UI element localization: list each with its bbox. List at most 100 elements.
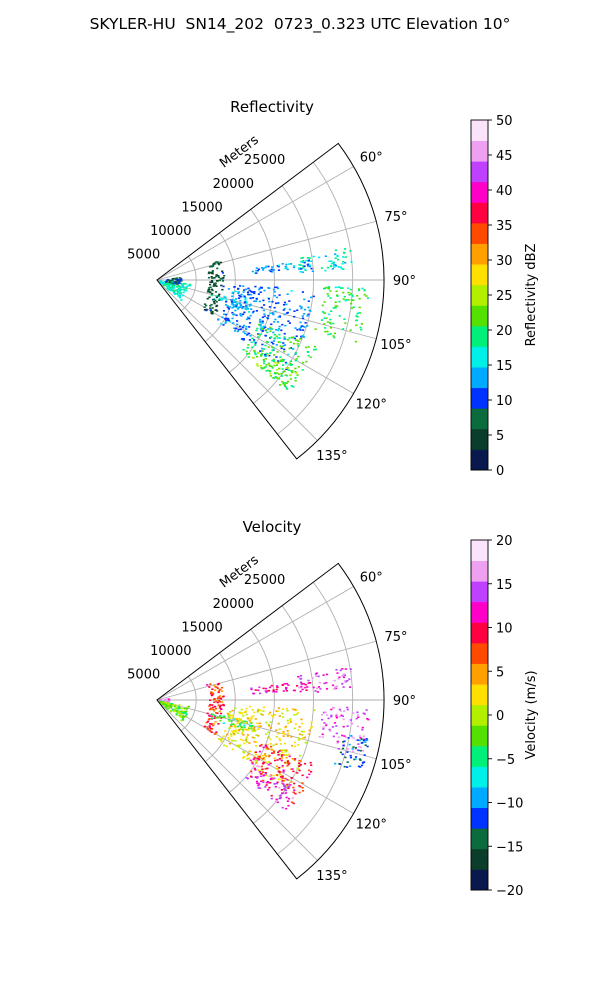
radar-gate — [181, 284, 184, 286]
radar-gate — [284, 777, 287, 780]
radar-gate — [320, 319, 324, 321]
radar-gate — [245, 308, 248, 311]
radar-gate — [278, 333, 281, 336]
radar-gate — [284, 725, 287, 728]
radar-gate — [264, 768, 267, 770]
radar-gate — [351, 748, 354, 750]
radar-gate — [166, 285, 169, 287]
radar-gate — [265, 761, 268, 763]
radar-gate — [173, 291, 176, 294]
radar-gate — [344, 756, 347, 759]
radar-gate — [285, 374, 289, 377]
radar-gate — [263, 759, 266, 761]
radar-gate — [224, 317, 227, 320]
colorbar-segment — [471, 449, 488, 471]
r-tick-label: 15000 — [181, 200, 222, 215]
radar-gate — [282, 690, 285, 692]
radar-gate — [257, 725, 260, 727]
radar-gate — [236, 302, 239, 304]
radar-gate — [284, 265, 287, 268]
radar-gate — [351, 294, 354, 297]
radar-gate — [250, 688, 253, 691]
radar-gate — [273, 777, 276, 780]
radar-gate — [342, 725, 345, 728]
radar-gate — [283, 348, 286, 351]
radar-gate — [236, 320, 239, 322]
radar-gate — [355, 324, 358, 326]
radar-gate — [237, 308, 240, 310]
radar-gate — [329, 297, 332, 299]
radar-gate — [215, 700, 218, 703]
radar-gate — [282, 735, 285, 737]
radar-gate — [277, 302, 280, 304]
radar-gate — [242, 339, 245, 341]
radar-gate — [350, 735, 353, 737]
radar-gate — [216, 686, 219, 689]
radar-gate — [286, 293, 289, 295]
radar-gate — [237, 291, 240, 293]
radar-gate — [348, 294, 351, 296]
radar-gate — [248, 289, 251, 292]
radar-gate — [261, 328, 264, 330]
radar-gate — [270, 794, 273, 797]
radar-gate — [288, 347, 291, 350]
radar-gate — [268, 354, 271, 357]
radar-gate — [264, 773, 267, 775]
radar-gate — [282, 382, 285, 385]
radar-gate — [185, 710, 188, 713]
radar-gate — [351, 750, 355, 752]
radar-gate — [284, 762, 287, 764]
radar-gate — [245, 318, 248, 321]
radar-gate — [305, 689, 308, 691]
radar-gate — [288, 762, 291, 764]
radar-gate — [331, 268, 334, 270]
radar-gate — [297, 768, 300, 771]
radar-gate — [282, 364, 285, 366]
radar-gate — [230, 720, 233, 722]
radar-gate — [159, 281, 162, 283]
radar-gate — [299, 338, 302, 340]
radar-gate — [278, 315, 281, 317]
radar-gate — [320, 267, 324, 269]
radar-gate — [217, 294, 220, 297]
radar-gate — [297, 355, 300, 358]
radar-gate — [218, 293, 221, 296]
radar-gate — [270, 797, 273, 800]
colorbar-segment — [471, 725, 488, 747]
radar-gate — [301, 271, 304, 273]
radar-gate — [362, 739, 365, 742]
radar-gate — [239, 299, 242, 302]
radar-gate — [211, 704, 214, 706]
radar-gate — [232, 303, 235, 306]
radar-gate — [211, 688, 214, 690]
radar-gate — [270, 714, 273, 717]
radar-gate — [267, 789, 270, 791]
radar-gate — [238, 297, 241, 299]
radar-gate — [342, 676, 346, 679]
radar-gate — [225, 745, 228, 748]
radar-gate — [272, 358, 275, 361]
radar-gate — [329, 327, 333, 329]
radar-gate — [167, 282, 170, 285]
radar-gate — [205, 721, 208, 724]
radar-gate — [330, 714, 333, 717]
radar-gate — [262, 710, 265, 712]
radar-gate — [255, 745, 258, 747]
radar-gate — [349, 329, 352, 331]
radar-gate — [248, 322, 252, 324]
radar-gate — [258, 750, 262, 753]
radar-gate — [250, 341, 253, 344]
radar-gate — [211, 292, 214, 295]
radar-gate — [336, 672, 339, 674]
radar-gate — [338, 315, 341, 317]
radar-gate — [262, 299, 265, 302]
panel-title: Velocity — [243, 518, 302, 536]
radar-gate — [278, 750, 281, 752]
radar-gate — [274, 310, 277, 313]
radar-gate — [272, 288, 276, 291]
radar-gate — [293, 789, 296, 791]
radar-gate — [334, 305, 337, 308]
radar-gate — [212, 706, 215, 709]
radar-gate — [218, 279, 221, 282]
radar-gate — [180, 288, 183, 291]
